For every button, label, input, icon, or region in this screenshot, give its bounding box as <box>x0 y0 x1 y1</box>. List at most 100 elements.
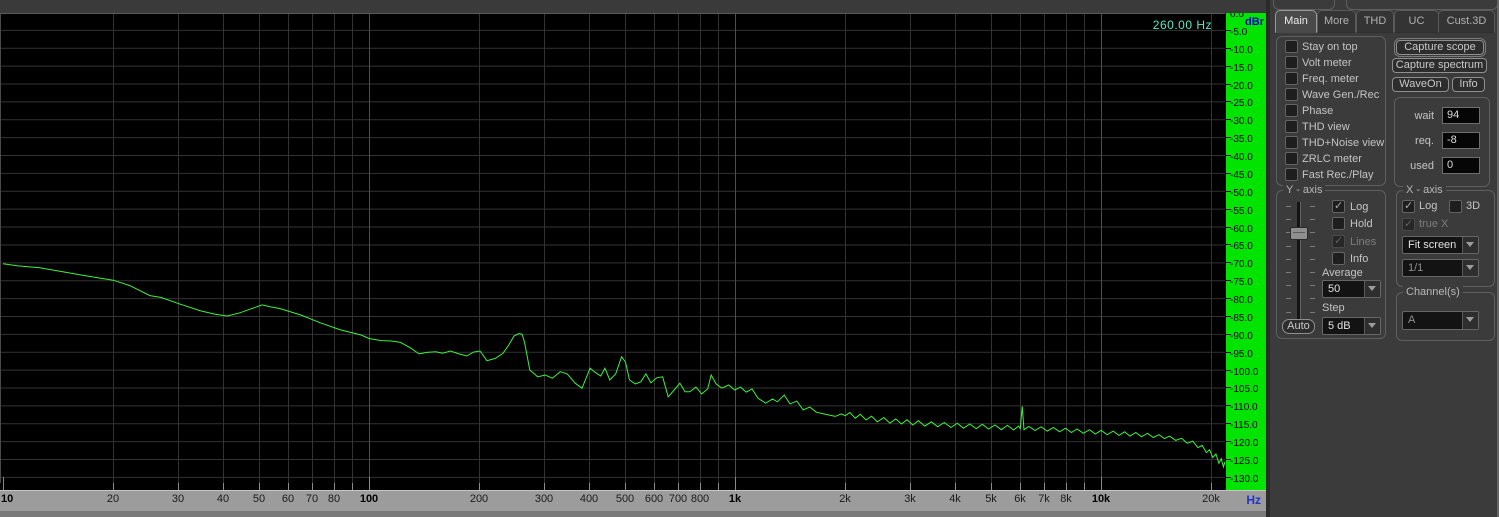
x-3d-checkbox[interactable] <box>1449 200 1462 213</box>
db-tick-label: -95.0 <box>1230 348 1253 360</box>
y-slider-tick <box>1310 311 1315 313</box>
window-bottom-strip <box>0 511 1266 517</box>
db-tick-mark <box>1226 244 1231 246</box>
tab-thd[interactable]: THD <box>1356 10 1394 33</box>
db-tick-label: -75.0 <box>1230 277 1253 289</box>
spectrum-plot-area[interactable]: 260.00 Hz <box>0 13 1226 490</box>
db-tick-mark <box>1226 119 1231 121</box>
average-value: 50 <box>1328 283 1341 295</box>
db-tick-mark <box>1226 441 1231 443</box>
freq-tick-label: 700 <box>668 493 688 505</box>
capture-scope-button[interactable]: Capture scope <box>1394 38 1486 57</box>
freq-tick-label: 400 <box>579 493 599 505</box>
tab-more[interactable]: More <box>1317 10 1356 33</box>
chevron-down-icon[interactable] <box>1462 237 1478 253</box>
freq-tick-label: 80 <box>327 493 341 505</box>
db-tick-mark <box>1226 405 1231 407</box>
grid-lines <box>0 13 1226 483</box>
checkbox-label: Phase <box>1302 105 1334 117</box>
y-hold-checkbox[interactable] <box>1332 217 1345 230</box>
checkbox-phase[interactable] <box>1285 104 1298 117</box>
db-tick-mark <box>1226 65 1231 67</box>
y-slider-tick <box>1286 298 1291 300</box>
spectrum-plot[interactable] <box>0 13 1226 490</box>
checkbox-thd-view[interactable] <box>1285 120 1298 133</box>
checkbox-label: ZRLC meter <box>1302 153 1362 165</box>
wait-field[interactable]: 94 <box>1442 107 1480 124</box>
y-slider-thumb[interactable] <box>1290 227 1308 240</box>
checkbox-stay-on-top[interactable] <box>1285 40 1298 53</box>
y-slider-tick <box>1286 245 1291 247</box>
y-slider-track[interactable] <box>1297 202 1301 320</box>
req-field[interactable]: -8 <box>1442 132 1480 149</box>
chevron-down-icon[interactable] <box>1364 281 1380 297</box>
average-dropdown[interactable]: 50 <box>1322 280 1381 298</box>
db-tick-label: -120.0 <box>1230 438 1259 450</box>
channel-dropdown[interactable]: A <box>1402 311 1479 330</box>
db-tick-mark <box>1226 262 1231 264</box>
db-tick-label: -90.0 <box>1230 330 1253 342</box>
db-tick-label: -25.0 <box>1230 98 1253 110</box>
true-x-label: true X <box>1419 218 1449 230</box>
y-slider-tick <box>1310 285 1315 287</box>
y-info-checkbox[interactable] <box>1332 252 1345 265</box>
chevron-down-icon[interactable] <box>1364 318 1380 334</box>
db-tick-label: -100.0 <box>1230 366 1259 378</box>
y-slider-tick <box>1310 298 1315 300</box>
y-slider-tick <box>1310 258 1315 260</box>
wait-label: wait <box>1414 110 1434 122</box>
db-tick-mark <box>1226 101 1231 103</box>
checkbox-label: Wave Gen./Rec <box>1302 89 1380 101</box>
freq-tick-label: 100 <box>359 493 379 505</box>
freq-tick-label: 20k <box>1202 493 1220 505</box>
db-tick-mark <box>1226 315 1231 317</box>
checkbox-freq-meter[interactable] <box>1285 72 1298 85</box>
chevron-down-icon[interactable] <box>1462 312 1478 329</box>
freq-tick-label: 40 <box>216 493 230 505</box>
checkbox-zrlc-meter[interactable] <box>1285 152 1298 165</box>
auto-button[interactable]: Auto <box>1282 319 1315 334</box>
checkbox-fast-rec-play[interactable] <box>1285 168 1298 181</box>
freq-tick-label: 2k <box>839 493 851 505</box>
capture-spectrum-button[interactable]: Capture spectrum <box>1392 58 1487 73</box>
tab-uc[interactable]: UC <box>1394 10 1439 33</box>
zoom-ratio-dropdown[interactable]: 1/1 <box>1402 259 1479 277</box>
y-log-checkbox[interactable] <box>1332 199 1345 213</box>
x-log-checkbox[interactable] <box>1402 199 1415 213</box>
used-field[interactable]: 0 <box>1442 157 1480 174</box>
chevron-down-icon[interactable] <box>1462 260 1478 276</box>
db-tick-mark <box>1226 476 1231 478</box>
req-label: req. <box>1415 135 1434 147</box>
freq-tick-label: 20 <box>106 493 120 505</box>
y-slider-tick <box>1310 232 1315 234</box>
y-slider-tick <box>1310 245 1315 247</box>
db-tick-label: -50.0 <box>1230 187 1253 199</box>
peak-frequency-readout: 260.00 Hz <box>1152 18 1212 32</box>
options-groupbox <box>1276 36 1386 186</box>
db-scale-strip: dBr 0.0 -5.0 -10.0 -15.0 -20.0 -25.0 -30.0 -35.… <box>1225 13 1267 490</box>
wave-on-button[interactable]: WaveOn <box>1392 77 1449 92</box>
control-panel: Main More THD UC Cust.3D Stay on top Volt met… <box>1270 0 1499 517</box>
checkbox-label: Freq. meter <box>1302 73 1359 85</box>
db-tick-label: -105.0 <box>1230 384 1259 396</box>
tab-cust-3d[interactable]: Cust.3D <box>1438 10 1495 33</box>
tab-main[interactable]: Main <box>1275 10 1317 33</box>
freq-tick-label: 70 <box>305 493 319 505</box>
db-tick-mark <box>1226 423 1231 425</box>
info-button[interactable]: Info <box>1452 77 1485 92</box>
step-dropdown[interactable]: 5 dB <box>1322 317 1381 335</box>
db-tick-mark <box>1226 459 1231 460</box>
checkbox-volt-meter[interactable] <box>1285 56 1298 69</box>
db-tick-label: -15.0 <box>1230 62 1253 74</box>
db-tick-label: -35.0 <box>1230 134 1253 146</box>
spectrum-trace <box>2 263 1226 470</box>
freq-tick-label: 30 <box>171 493 185 505</box>
checkbox-wave-gen-rec[interactable] <box>1285 88 1298 101</box>
freq-tick-label: 3k <box>904 493 916 505</box>
db-tick-label: -55.0 <box>1230 205 1253 217</box>
fit-screen-dropdown[interactable]: Fit screen <box>1402 236 1479 254</box>
db-tick-mark <box>1226 208 1231 210</box>
db-tick-mark <box>1226 369 1231 371</box>
checkbox-thd-noise-view[interactable] <box>1285 136 1298 149</box>
